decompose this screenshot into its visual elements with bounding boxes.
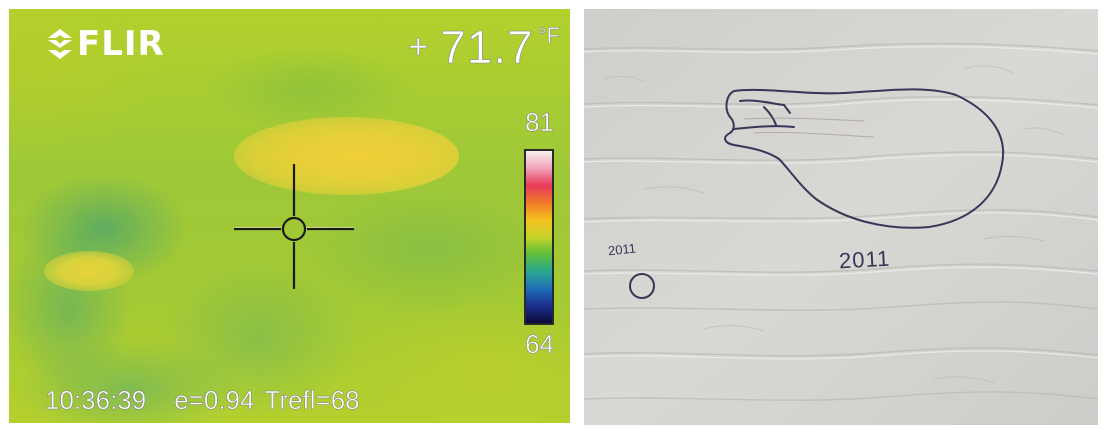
thermal-warm-spot [44,251,134,291]
temp-value: 71.7 [440,21,534,73]
thermal-hot-spot [234,117,459,195]
temperature-colorbar [524,149,554,325]
wall-photo-panel: 2011 2011 [584,9,1098,425]
wall-label-large: 2011 [838,245,891,274]
reflected-temp-value: Trefl=68 [264,385,360,415]
crosshair-icon [234,164,354,289]
spot-temperature-readout: + 71.7 °F [408,21,560,73]
temp-unit: °F [537,23,560,49]
colorbar-gradient [526,151,552,323]
measurement-params: e=0.94 Trefl=68 [174,385,360,415]
temp-prefix: + [408,28,429,67]
wall-texture [584,9,1098,425]
scale-max-label: 81 [525,107,554,137]
flir-logo-text: FLIR [77,24,165,64]
flir-logo: FLIR [47,27,165,61]
wall-label-small: 2011 [607,240,637,259]
scale-min-label: 64 [525,329,554,359]
capture-time: 10:36:39 [45,385,147,415]
emissivity-value: e=0.94 [174,385,255,415]
flir-logo-icon [47,28,73,60]
status-line: 10:36:39 e=0.94 Trefl=68 [45,385,360,415]
thermal-image-panel: FLIR + 71.7 °F 81 64 10:36 [9,9,570,423]
thermal-background [9,9,570,423]
